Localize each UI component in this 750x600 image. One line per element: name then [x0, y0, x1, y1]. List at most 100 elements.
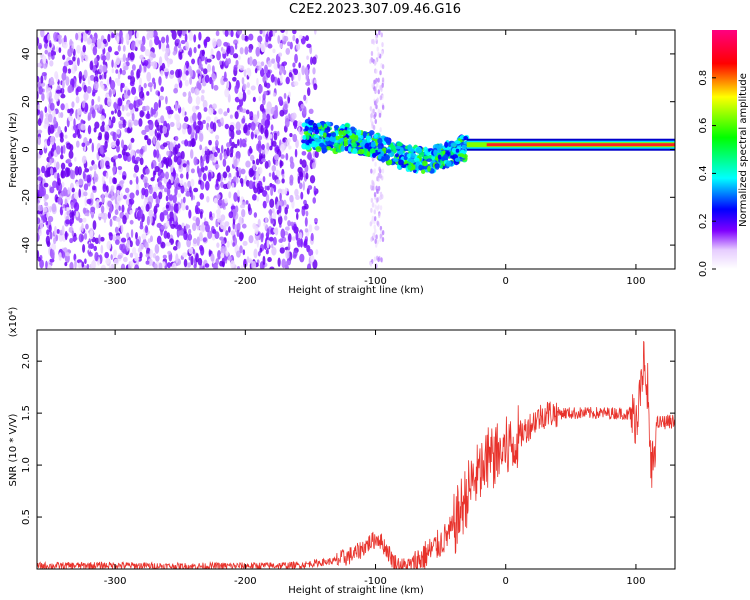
spectrogram-noise-cell [125, 57, 130, 62]
spectrogram-noise-cell [297, 175, 301, 184]
spectrogram-noise-cell [238, 55, 241, 61]
x-tick-label: -100 [364, 276, 387, 287]
spectrogram-noise-cell [117, 153, 123, 159]
spectrogram-noise-cell [97, 95, 101, 103]
spectrogram-signal-cell [366, 137, 371, 143]
spectrogram-noise-cell [70, 201, 74, 210]
spectrogram-noise-cell [242, 83, 247, 91]
spectrogram-noise-cell [44, 202, 49, 207]
spectrogram-noise-cell [111, 59, 114, 68]
spectrogram-noise-cell [141, 233, 147, 240]
spectrogram-noise-cell [288, 72, 293, 78]
spectrogram-signal-cell [304, 125, 309, 132]
y-tick-label: -20 [21, 189, 32, 205]
spectrogram-noise-cell [162, 125, 168, 134]
spectrogram-noise-cell [278, 215, 283, 225]
spectrogram-noise-cell [288, 145, 292, 150]
snr-frame [36, 329, 676, 570]
spectrogram-noise-cell [89, 229, 94, 240]
spectrogram-noise-cell [255, 158, 260, 166]
spectrogram-noise-cell [37, 108, 41, 116]
spectrogram-noise-cell [164, 171, 170, 180]
spectrogram-signal-cell [455, 148, 460, 153]
spectrogram-noise-cell [190, 168, 195, 174]
spectrogram-noise-cell [370, 57, 373, 63]
spectrogram-signal-cell [349, 126, 356, 132]
spectrogram-noise-cell [153, 101, 159, 112]
spectrogram-noise-cell [45, 84, 49, 94]
spectrogram-noise-cell [78, 218, 83, 223]
spectrogram-noise-cell [125, 152, 130, 157]
spectrogram-noise-cell [374, 88, 377, 94]
snr-multiplier-label: (x10⁴) [8, 307, 19, 338]
spectrogram-noise-cell [181, 201, 186, 211]
spectrogram-noise-cell [83, 92, 89, 101]
spectrogram-noise-cell [145, 167, 150, 175]
spectrogram-noise-cell [258, 64, 262, 71]
spectrogram-noise-cell [226, 142, 231, 148]
spectrogram-noise-cell [182, 91, 187, 97]
spectrogram-noise-cell [224, 123, 230, 130]
spectrogram-noise-cell [86, 86, 92, 94]
spectrogram-noise-cell [81, 142, 86, 148]
spectrogram-noise-cell [203, 221, 209, 226]
spectrogram-noise-cell [230, 30, 234, 38]
spectrogram-noise-cell [226, 147, 230, 157]
spectrogram-noise-cell [247, 70, 252, 77]
spectrogram-noise-cell [271, 140, 277, 147]
spectrogram-noise-cell [91, 142, 94, 153]
spectrogram-noise-cell [133, 164, 140, 173]
spectrogram-noise-cell [269, 236, 274, 242]
spectrogram-noise-cell [373, 209, 376, 215]
spectrogram-noise-cell [370, 51, 374, 57]
spectrogram-noise-cell [302, 180, 306, 191]
spectrogram-noise-cell [182, 122, 188, 130]
spectrogram-noise-cell [372, 108, 375, 114]
spectrogram-noise-cell [279, 42, 283, 49]
spectrogram-noise-cell [292, 34, 296, 42]
spectrogram-noise-cell [123, 65, 129, 71]
spectrogram-noise-cell [139, 110, 145, 118]
spectrogram-noise-cell [277, 257, 281, 267]
spectrogram-signal-cell [383, 155, 389, 162]
spectrogram-noise-cell [106, 185, 109, 193]
snr-plot-area [37, 341, 675, 569]
spectrogram-noise-cell [117, 109, 122, 118]
spectrogram-noise-cell [185, 191, 191, 197]
spectrogram-noise-cell [154, 35, 160, 46]
spectrogram-noise-cell [275, 179, 281, 185]
spectrogram-noise-cell [252, 114, 259, 124]
x-tick-label: -300 [104, 576, 127, 587]
spectrogram-noise-cell [86, 37, 92, 45]
spectrogram-noise-cell [83, 183, 89, 191]
spectrogram-noise-cell [372, 180, 375, 186]
spectrogram-noise-cell [139, 97, 143, 106]
spectrogram-noise-cell [198, 75, 202, 83]
spectrogram-noise-cell [222, 158, 227, 167]
spectrogram-noise-cell [78, 188, 82, 198]
spectrogram-noise-cell [220, 144, 224, 154]
spectrogram-noise-cell [135, 149, 141, 154]
spectrogram-signal-cell [394, 153, 399, 158]
spectrogram-noise-cell [373, 114, 376, 120]
spectrogram-noise-cell [112, 165, 116, 176]
spectrogram-noise-cell [128, 204, 132, 210]
spectrogram-noise-cell [104, 156, 111, 162]
spectrogram-noise-cell [235, 121, 241, 131]
spectrogram-noise-cell [38, 149, 43, 156]
spectrogram-noise-cell [205, 223, 210, 233]
spectrogram-noise-cell [247, 203, 251, 212]
spectrogram-noise-cell [274, 227, 279, 236]
spectrogram-noise-cell [144, 144, 147, 152]
spectrogram-noise-cell [172, 246, 178, 251]
spectrogram-noise-cell [122, 119, 126, 126]
spectrogram-noise-cell [236, 189, 240, 197]
spectrogram-noise-cell [151, 162, 154, 170]
spectrogram-noise-cell [202, 68, 208, 75]
spectrogram-noise-cell [146, 138, 152, 146]
spectrogram-signal-cell [356, 129, 362, 136]
spectrogram-noise-cell [269, 133, 273, 139]
spectrogram-noise-cell [275, 160, 279, 166]
spectrogram-noise-cell [59, 206, 64, 216]
spectrogram-noise-cell [381, 168, 385, 174]
